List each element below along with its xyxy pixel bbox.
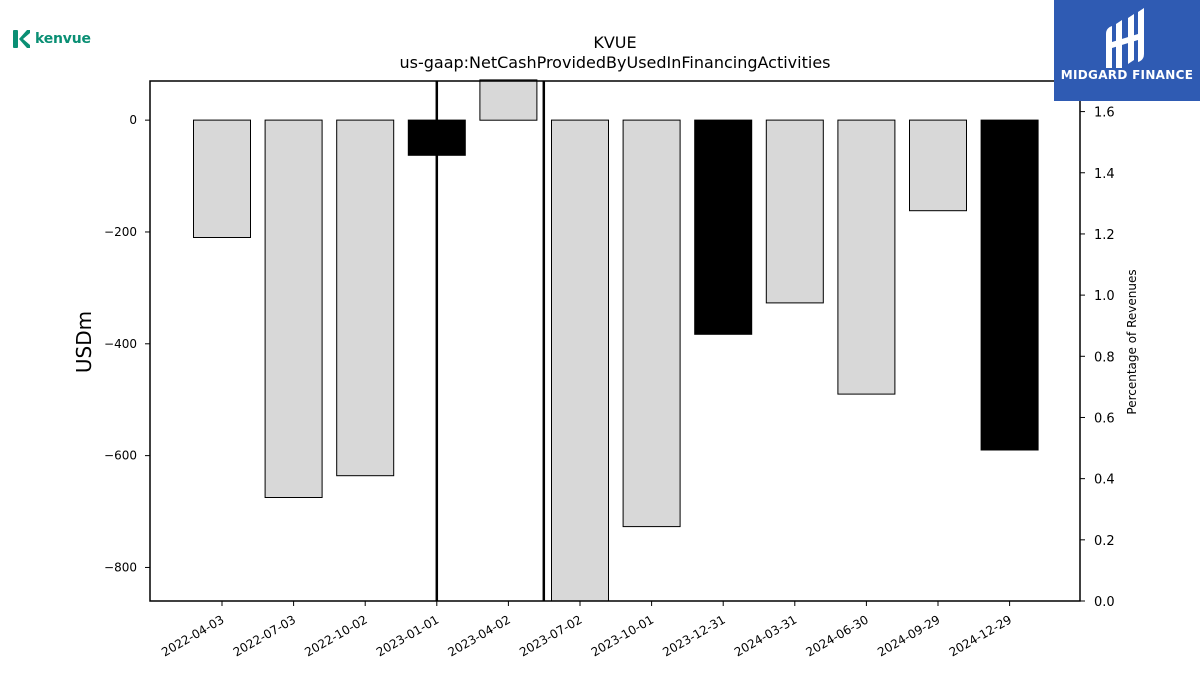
plot-frame <box>149 80 1081 602</box>
y2-tick-label: 1.6 <box>1094 106 1115 121</box>
bar-2024-09-29 <box>909 119 967 212</box>
y-tick-label: −600 <box>104 449 137 463</box>
chart-title: KVUE <box>593 33 636 52</box>
x-tick-label: 2023-10-01 <box>589 612 656 659</box>
x-tick-label: 2022-07-03 <box>231 612 298 659</box>
x-tick-label: 2024-03-31 <box>732 612 799 659</box>
y2-tick-label: 1.4 <box>1094 167 1115 182</box>
midgard-logo-icon <box>1106 8 1144 68</box>
y-tick-label: 0 <box>129 113 137 127</box>
bar-2022-04-03 <box>193 119 251 238</box>
x-tick-label: 2023-04-02 <box>445 612 512 659</box>
midgard-badge-text: MIDGARD FINANCE <box>1060 68 1194 82</box>
x-tick-label: 2023-12-31 <box>660 612 727 659</box>
x-tick-label: 2022-10-02 <box>302 612 369 659</box>
x-tick-label: 2022-04-03 <box>159 612 226 659</box>
bar-2023-10-01 <box>622 119 681 528</box>
bar-2022-10-02 <box>336 119 395 477</box>
midgard-finance-badge: MIDGARD FINANCE <box>1054 0 1200 101</box>
bar-2023-04-02 <box>479 79 538 121</box>
kenvue-logo: kenvue <box>12 29 91 49</box>
x-tick-label: 2024-12-29 <box>947 612 1014 659</box>
bar-2024-03-31 <box>765 119 824 304</box>
y2-tick-label: 0.0 <box>1094 595 1115 610</box>
kenvue-logo-text: kenvue <box>35 31 91 47</box>
y-tick-label: −400 <box>104 337 137 351</box>
vertical-markers-group <box>435 81 546 601</box>
y2-tick-label: 1.2 <box>1094 228 1115 243</box>
x-tick-label: 2023-07-02 <box>517 612 584 659</box>
y2-tick-label: 1.0 <box>1094 289 1115 304</box>
secondary-y-axis-label: Percentage of Revenues <box>1125 269 1139 414</box>
x-tick-label: 2023-01-01 <box>374 612 441 659</box>
y-axis-label: USDm <box>72 311 96 373</box>
x-tick-label: 2024-09-29 <box>875 612 942 659</box>
y-tick-label: −200 <box>104 225 137 239</box>
y2-tick-label: 0.6 <box>1094 411 1115 426</box>
chart-subtitle: us-gaap:NetCashProvidedByUsedInFinancing… <box>399 53 830 72</box>
x-tick-label: 2024-06-30 <box>803 612 870 659</box>
y2-tick-label: 0.4 <box>1094 473 1115 488</box>
y2-tick-label: 0.8 <box>1094 350 1115 365</box>
bar-2024-12-29 <box>980 119 1039 451</box>
bar-2024-06-30 <box>837 119 896 395</box>
bars-group <box>193 79 1039 602</box>
bar-2023-12-31 <box>694 119 753 335</box>
bar-2023-07-02 <box>551 119 609 602</box>
kenvue-logo-icon <box>13 30 30 48</box>
y-tick-label: −800 <box>104 560 137 574</box>
y2-tick-label: 0.2 <box>1094 534 1115 549</box>
bar-2022-07-03 <box>264 119 323 498</box>
